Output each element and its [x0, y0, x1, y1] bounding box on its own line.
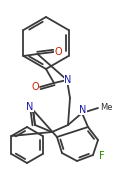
Text: O: O: [31, 82, 39, 92]
Text: N: N: [64, 75, 72, 85]
Text: F: F: [99, 151, 105, 161]
Text: O: O: [55, 47, 62, 57]
Text: N: N: [26, 102, 34, 112]
Text: Me: Me: [100, 103, 112, 111]
Text: N: N: [79, 105, 87, 115]
